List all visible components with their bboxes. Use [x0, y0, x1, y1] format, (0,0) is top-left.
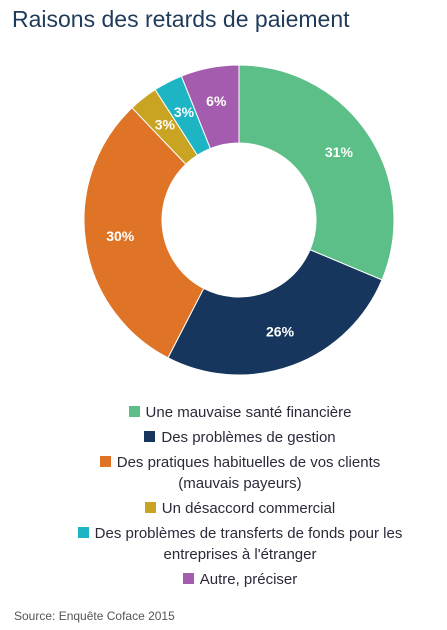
donut-slice: [238, 64, 395, 281]
slice-label: 3%: [155, 116, 176, 132]
chart-title: Raisons des retards de paiement: [12, 6, 350, 32]
source-note: Source: Enquête Coface 2015: [14, 609, 175, 623]
legend-swatch: [182, 573, 194, 584]
donut-slice: [167, 249, 383, 376]
legend-item: Un désaccord commercial: [72, 498, 408, 519]
donut-chart: 31% 26% 30% 3%3% 6%: [83, 64, 395, 376]
slice-label: 31%: [325, 144, 354, 160]
legend-swatch: [77, 527, 89, 538]
legend-swatch: [99, 456, 111, 467]
legend-label: Un désaccord commercial: [161, 500, 336, 517]
legend-swatch: [144, 431, 156, 442]
legend-label: Des problèmes de gestion: [161, 429, 336, 446]
slice-label: 30%: [106, 228, 135, 244]
legend-swatch: [128, 406, 140, 417]
legend-swatch: [144, 502, 156, 513]
legend-item: Autre, préciser: [72, 569, 408, 590]
legend-item: Des problèmes de gestion: [72, 427, 408, 448]
slice-label: 6%: [206, 93, 227, 109]
donut-slice: [180, 64, 240, 150]
slice-label: 3%: [174, 104, 195, 120]
legend-item: Des pratiques habituelles de vos clients…: [72, 452, 408, 494]
legend-label: Des pratiques habituelles de vos clients…: [116, 454, 381, 492]
legend: Une mauvaise santé financière Des problèm…: [72, 402, 408, 594]
slice-label: 26%: [266, 323, 295, 339]
legend-label: Une mauvaise santé financière: [145, 404, 352, 421]
legend-label: Autre, préciser: [199, 571, 298, 588]
legend-label: Des problèmes de transferts de fonds pou…: [94, 525, 403, 563]
legend-item: Des problèmes de transferts de fonds pou…: [72, 523, 408, 565]
legend-item: Une mauvaise santé financière: [72, 402, 408, 423]
donut-slice: [83, 107, 205, 359]
